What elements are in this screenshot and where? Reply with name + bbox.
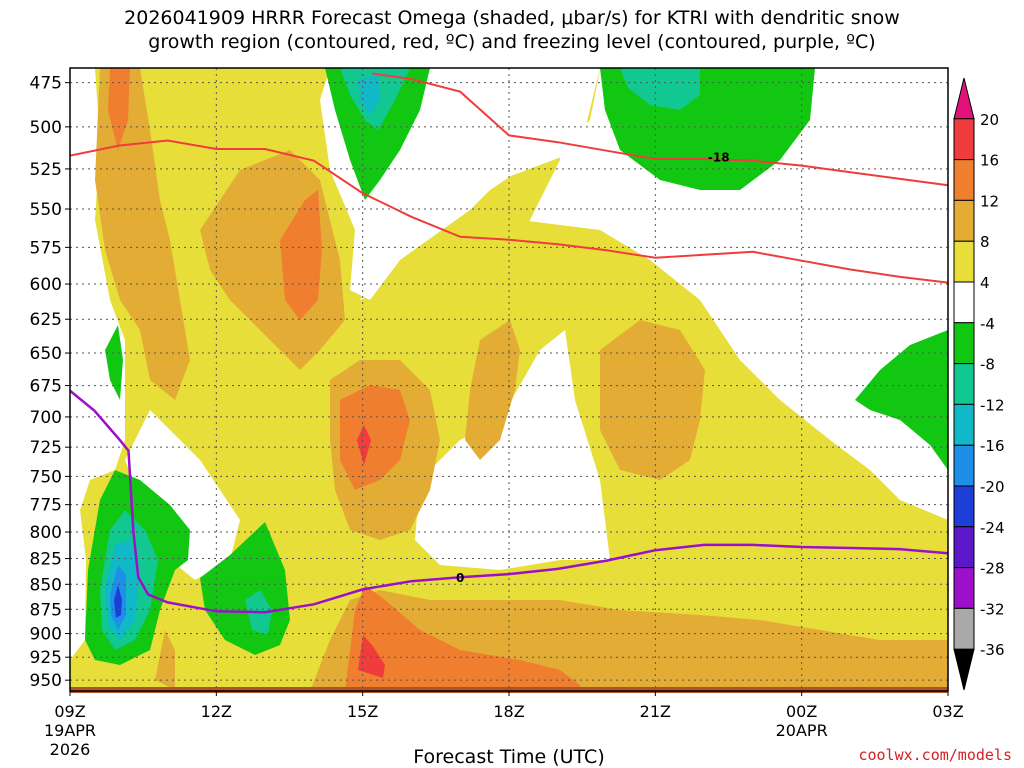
colorbar-swatch <box>953 322 975 365</box>
contour-lines <box>70 72 948 614</box>
y-tick-label: 825 <box>30 550 62 570</box>
omega-shade-12-16-c <box>340 385 410 490</box>
y-tick-label: 700 <box>30 408 62 428</box>
omega-shade-minus8-minus12-d <box>620 68 700 110</box>
y-axis: 475 500 525 550 575 600 625 650 675 700 725 750 775 8… <box>30 74 70 691</box>
colorbar-swatch <box>953 77 975 120</box>
omega-shade-16-20-a <box>357 425 371 465</box>
x-tick-label: 09Z <box>54 702 85 721</box>
omega-shade-12-16-d <box>345 585 580 691</box>
ground-band <box>70 687 948 693</box>
omega-shade-minus4-minus8-d <box>325 68 430 200</box>
colorbar-swatch <box>953 199 975 242</box>
colorbar-swatch <box>953 567 975 609</box>
omega-shade-8-12-d <box>465 320 520 460</box>
colorbar-label: 12 <box>980 192 999 210</box>
x-tick-label: 12Z <box>201 702 232 721</box>
y-tick-label: 775 <box>30 496 62 516</box>
dendritic-contour-line <box>70 139 948 284</box>
y-tick-label: 725 <box>30 438 62 458</box>
y-tick-label: 900 <box>30 625 62 645</box>
omega-shade-16-20-b <box>358 635 385 678</box>
y-tick-label: 850 <box>30 575 62 595</box>
x-tick-date: 20APR <box>776 721 828 740</box>
colorbar-swatch <box>953 281 975 324</box>
colorbar-swatch <box>953 363 975 405</box>
omega-shade-12-16-a <box>108 68 130 150</box>
colorbar-label: 16 <box>980 152 999 170</box>
colorbar-swatch <box>953 240 975 283</box>
colorbar-label: -16 <box>980 437 1005 455</box>
colorbar-swatch <box>953 118 975 161</box>
x-tick-date: 19APR <box>44 721 96 740</box>
title-line-2: growth region (contoured, red, ºC) and f… <box>148 31 876 53</box>
omega-shade-minus4-minus8-b <box>105 325 123 400</box>
y-tick-label: 650 <box>30 344 62 364</box>
x-tick-label: 15Z <box>347 702 378 721</box>
y-tick-label: 800 <box>30 523 62 543</box>
colorbar: 20 16 12 8 4 -4 -8 -12 -16 -20 -24 -28 -32 -36 <box>953 77 1005 691</box>
y-tick-label: 500 <box>30 118 62 138</box>
colorbar-label: -24 <box>980 519 1005 537</box>
colorbar-label: 8 <box>980 233 990 251</box>
colorbar-label: -8 <box>980 356 995 374</box>
y-tick-label: 875 <box>30 600 62 620</box>
omega-shade-minus12-minus16-b <box>358 75 380 115</box>
y-tick-label: 950 <box>30 671 62 691</box>
x-tick-label: 00Z <box>786 702 817 721</box>
omega-shade-12-16-b <box>280 190 322 320</box>
dendritic-contour-line <box>372 72 948 187</box>
colorbar-swatch <box>953 526 975 569</box>
omega-shade-4-8-upper <box>230 68 570 360</box>
grid <box>70 68 948 691</box>
freezing-level-line <box>70 389 948 614</box>
y-tick-label: 925 <box>30 648 62 668</box>
colorbar-swatch <box>953 648 975 691</box>
colorbar-label: 20 <box>980 111 999 129</box>
omega-neutral-pocket-a <box>125 410 240 580</box>
omega-shade-8-12-g <box>155 630 175 690</box>
omega-shade-8-12-e <box>600 320 705 480</box>
colorbar-swatch <box>953 403 975 446</box>
y-tick-label: 475 <box>30 74 62 94</box>
colorbar-label: 4 <box>980 274 990 292</box>
colorbar-swatch <box>953 485 975 528</box>
colorbar-label: -32 <box>980 600 1005 618</box>
y-tick-label: 600 <box>30 275 62 295</box>
x-axis-title: Forecast Time (UTC) <box>413 746 604 768</box>
colorbar-swatch <box>953 159 975 201</box>
colorbar-label: -28 <box>980 560 1005 578</box>
x-tick-label: 03Z <box>932 702 963 721</box>
y-tick-label: 675 <box>30 377 62 397</box>
y-tick-label: 625 <box>30 310 62 330</box>
y-tick-label: 550 <box>30 200 62 220</box>
omega-shade-minus4-minus8-f <box>855 330 948 470</box>
freezing-level-label: 0 <box>456 571 464 585</box>
y-tick-label: 750 <box>30 467 62 487</box>
y-tick-label: 525 <box>30 160 62 180</box>
x-tick-label: 18Z <box>493 702 524 721</box>
colorbar-label: -36 <box>980 641 1005 659</box>
x-tick-label: 21Z <box>640 702 671 721</box>
colorbar-swatch <box>953 444 975 487</box>
omega-neutral-pocket-b <box>415 330 610 570</box>
colorbar-swatch <box>953 607 975 650</box>
title-line-1: 2026041909 HRRR Forecast Omega (shaded, … <box>124 7 900 29</box>
dendritic-contour-label: -18 <box>708 150 730 164</box>
colorbar-label: -4 <box>980 315 995 333</box>
colorbar-label: -12 <box>980 396 1005 414</box>
x-tick-year: 2026 <box>50 740 91 759</box>
colorbar-label: -20 <box>980 478 1005 496</box>
omega-shade-8-12-a <box>95 68 190 400</box>
site-credit: coolwx.com/models <box>858 746 1012 764</box>
y-tick-label: 575 <box>30 238 62 258</box>
